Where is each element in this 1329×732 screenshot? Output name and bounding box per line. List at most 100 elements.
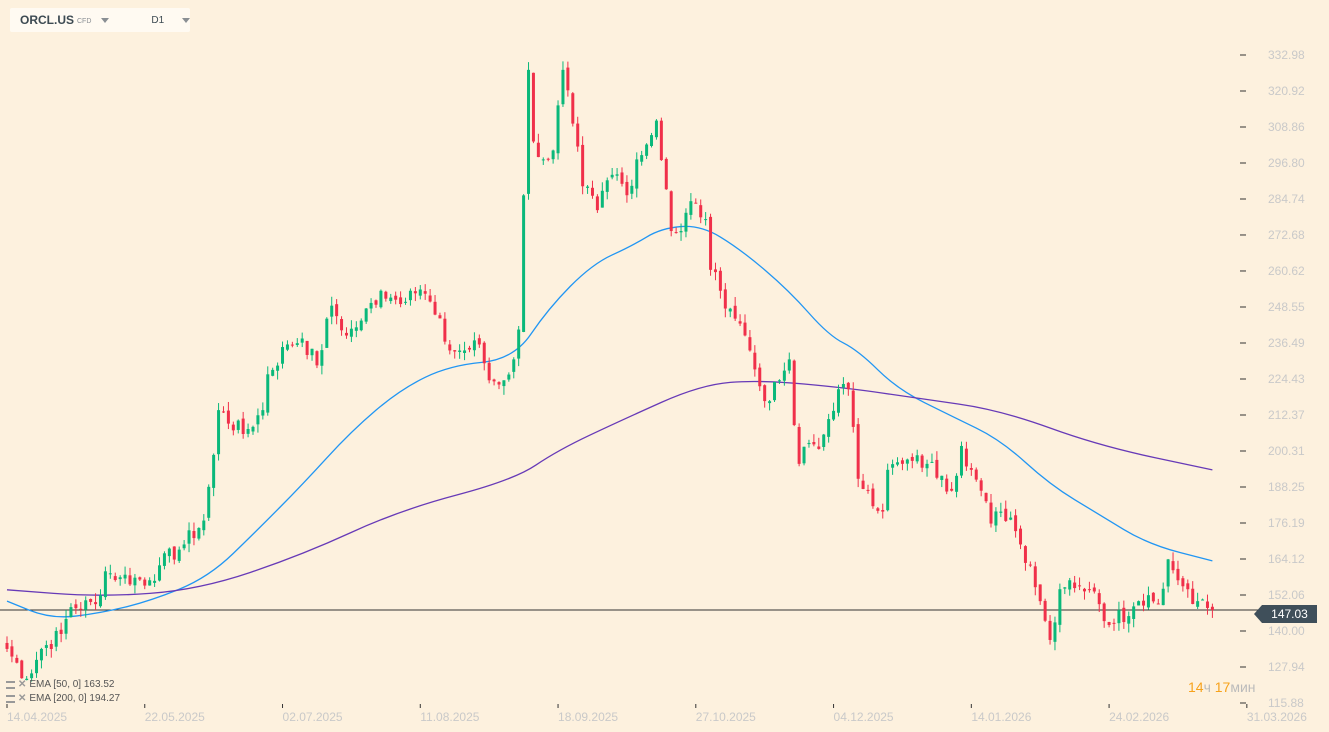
candle-body	[1019, 528, 1023, 545]
candle-body	[679, 231, 683, 233]
candle-body	[187, 530, 191, 544]
candle-body	[1087, 589, 1091, 591]
candle-body	[276, 365, 280, 371]
timer-hours: 14	[1188, 679, 1204, 695]
candle-body	[989, 502, 993, 524]
candle-body	[674, 232, 678, 234]
symbol-dropdown-icon[interactable]	[101, 17, 110, 23]
candle-body	[586, 186, 590, 188]
candle-body	[192, 531, 196, 539]
candle-body	[330, 305, 334, 317]
candle-body	[133, 577, 137, 586]
candle-body	[1048, 620, 1052, 640]
candle-body	[59, 629, 63, 634]
candle-body	[123, 574, 127, 579]
candle-body	[492, 379, 496, 382]
close-icon[interactable]: ✕	[18, 679, 27, 690]
settings-icon[interactable]	[6, 694, 15, 703]
candle-body	[261, 410, 265, 416]
y-tick-label: 140.00	[1268, 624, 1305, 638]
candle-body	[782, 370, 786, 381]
indicator-label: EMA [50, 0] 163.52	[29, 679, 115, 690]
y-tick-label: 127.94	[1268, 660, 1305, 674]
candle-body	[1038, 584, 1042, 602]
candle-body	[645, 144, 649, 156]
candle-body	[836, 389, 840, 413]
candle-body	[935, 459, 939, 478]
candle-body	[448, 344, 452, 351]
candle-body	[950, 488, 954, 491]
candle-body	[1137, 601, 1141, 606]
candle-body	[1142, 600, 1146, 606]
candle-body	[773, 381, 777, 401]
timeframe-dropdown-icon[interactable]	[182, 17, 191, 23]
candle-body	[640, 155, 644, 162]
candle-body	[605, 180, 609, 192]
candle-body	[920, 455, 924, 468]
candle-body	[758, 367, 762, 387]
close-icon[interactable]: ✕	[18, 693, 27, 704]
candle-body	[581, 144, 585, 187]
candle-body	[959, 445, 963, 476]
candle-body	[664, 158, 668, 190]
candle-body	[271, 369, 275, 376]
candle-body	[802, 446, 806, 464]
candle-body	[630, 185, 634, 194]
y-tick-label: 224.43	[1268, 372, 1305, 386]
candle-body	[822, 434, 826, 447]
y-tick-label: 272.68	[1268, 228, 1305, 242]
candle-body	[1009, 517, 1013, 520]
timeframe-value[interactable]: D1	[151, 14, 165, 26]
candle-body	[394, 295, 398, 300]
candle-body	[1043, 600, 1047, 621]
y-tick-label: 236.49	[1268, 336, 1305, 350]
candle-body	[925, 463, 929, 469]
candle-body	[713, 269, 717, 273]
candle-body	[1102, 603, 1106, 622]
candle-timer: 14ч 17мин	[1188, 679, 1256, 695]
candle-body	[433, 301, 437, 315]
candle-body	[733, 305, 737, 319]
candle-body	[305, 340, 309, 355]
candle-body	[669, 191, 673, 232]
symbol-name[interactable]: ORCL.US	[20, 13, 74, 27]
candle-body	[915, 455, 919, 462]
candle-body	[1028, 564, 1032, 566]
candle-body	[1151, 592, 1155, 602]
candle-body	[969, 468, 973, 470]
candle-body	[202, 520, 206, 531]
candle-body	[841, 383, 845, 388]
settings-icon[interactable]	[6, 680, 15, 689]
candle-body	[1161, 588, 1165, 606]
candle-body	[167, 548, 171, 557]
candle-body	[541, 159, 545, 161]
candle-body	[467, 347, 471, 350]
candle-body	[374, 300, 378, 305]
candle-body	[1117, 610, 1121, 624]
candle-body	[871, 488, 875, 507]
candle-body	[955, 475, 959, 492]
candle-body	[182, 544, 186, 549]
ema-line-ema50	[6, 225, 1213, 618]
candle-body	[881, 509, 885, 512]
candle-body	[512, 359, 516, 372]
candle-body	[212, 454, 216, 488]
candle-body	[861, 480, 865, 489]
candle-body	[625, 181, 629, 196]
candle-body	[1171, 561, 1175, 571]
candle-body	[827, 419, 831, 437]
x-tick-label: 31.03.2026	[1247, 710, 1307, 724]
x-tick-label: 11.08.2025	[420, 710, 479, 724]
candle-body	[44, 645, 48, 648]
y-tick-label: 188.25	[1268, 480, 1305, 494]
candle-body	[974, 469, 978, 480]
candle-body	[497, 382, 501, 385]
candle-body	[1068, 580, 1072, 590]
candle-body	[777, 380, 781, 382]
candle-body	[359, 320, 363, 331]
candle-body	[546, 158, 550, 160]
candle-body	[1132, 606, 1136, 619]
candle-body	[896, 462, 900, 465]
candle-body	[256, 415, 260, 425]
